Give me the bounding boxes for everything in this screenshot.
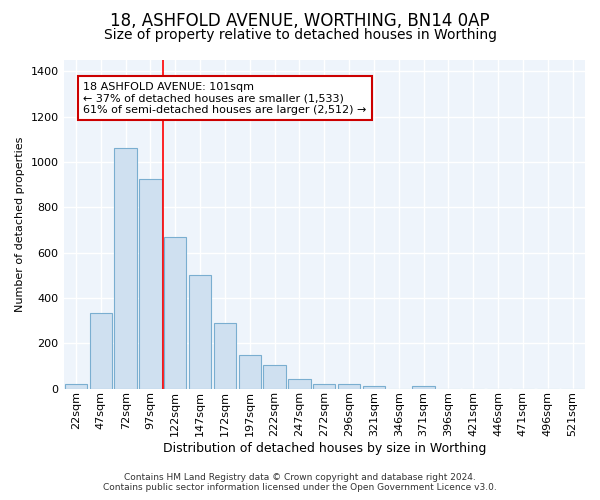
Bar — [313, 384, 335, 388]
Bar — [115, 148, 137, 388]
Bar — [189, 276, 211, 388]
Text: 18, ASHFOLD AVENUE, WORTHING, BN14 0AP: 18, ASHFOLD AVENUE, WORTHING, BN14 0AP — [110, 12, 490, 30]
Bar — [214, 323, 236, 388]
Bar — [239, 354, 261, 388]
Bar — [338, 384, 360, 388]
Text: Contains HM Land Registry data © Crown copyright and database right 2024.
Contai: Contains HM Land Registry data © Crown c… — [103, 473, 497, 492]
Bar — [288, 380, 311, 388]
Bar — [412, 386, 435, 388]
Bar — [89, 312, 112, 388]
Y-axis label: Number of detached properties: Number of detached properties — [15, 136, 25, 312]
Bar — [139, 179, 161, 388]
Bar — [65, 384, 87, 388]
Bar — [164, 236, 187, 388]
Bar — [263, 365, 286, 388]
X-axis label: Distribution of detached houses by size in Worthing: Distribution of detached houses by size … — [163, 442, 486, 455]
Text: 18 ASHFOLD AVENUE: 101sqm
← 37% of detached houses are smaller (1,533)
61% of se: 18 ASHFOLD AVENUE: 101sqm ← 37% of detac… — [83, 82, 367, 114]
Bar — [363, 386, 385, 388]
Text: Size of property relative to detached houses in Worthing: Size of property relative to detached ho… — [104, 28, 497, 42]
